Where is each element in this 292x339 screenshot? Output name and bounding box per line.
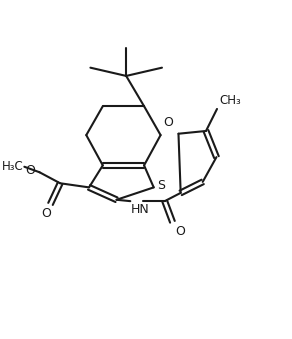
Text: O: O <box>25 163 35 177</box>
Text: CH₃: CH₃ <box>220 94 241 107</box>
Text: S: S <box>157 179 165 192</box>
Text: O: O <box>163 116 173 129</box>
Text: O: O <box>176 224 186 238</box>
Text: HN: HN <box>131 202 150 216</box>
Text: H₃C: H₃C <box>2 160 24 173</box>
Text: O: O <box>41 207 51 220</box>
